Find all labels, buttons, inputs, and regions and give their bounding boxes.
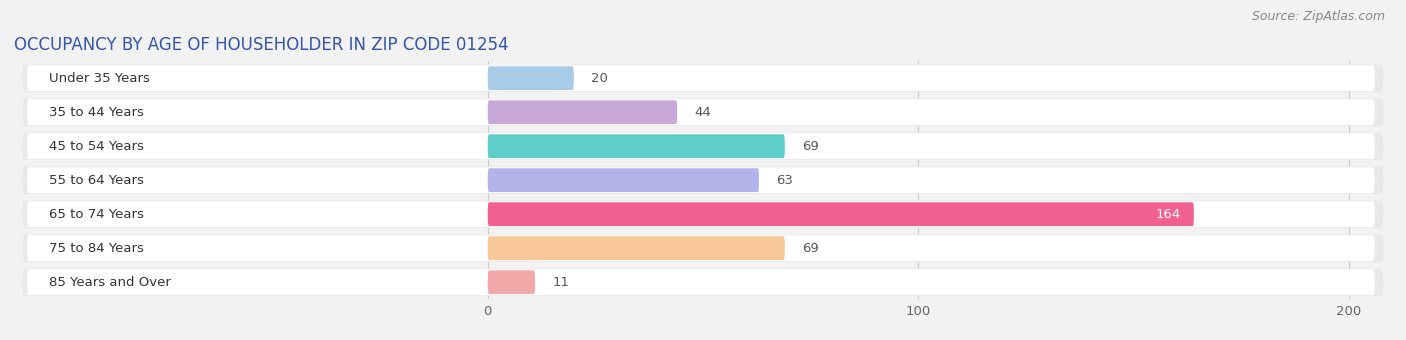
FancyBboxPatch shape: [488, 202, 1194, 226]
Text: Source: ZipAtlas.com: Source: ZipAtlas.com: [1251, 10, 1385, 23]
FancyBboxPatch shape: [22, 167, 1384, 194]
Text: 65 to 74 Years: 65 to 74 Years: [48, 208, 143, 221]
Text: 85 Years and Over: 85 Years and Over: [48, 276, 170, 289]
FancyBboxPatch shape: [488, 134, 785, 158]
FancyBboxPatch shape: [27, 269, 1375, 295]
Text: 69: 69: [801, 242, 818, 255]
FancyBboxPatch shape: [488, 168, 759, 192]
FancyBboxPatch shape: [27, 99, 1375, 125]
Text: 11: 11: [553, 276, 569, 289]
Text: 44: 44: [695, 106, 711, 119]
FancyBboxPatch shape: [27, 133, 1375, 159]
FancyBboxPatch shape: [22, 99, 1384, 126]
Text: 75 to 84 Years: 75 to 84 Years: [48, 242, 143, 255]
FancyBboxPatch shape: [488, 100, 678, 124]
FancyBboxPatch shape: [22, 269, 1384, 296]
Text: 35 to 44 Years: 35 to 44 Years: [48, 106, 143, 119]
FancyBboxPatch shape: [27, 235, 1375, 261]
FancyBboxPatch shape: [27, 201, 1375, 227]
FancyBboxPatch shape: [27, 65, 1375, 91]
FancyBboxPatch shape: [22, 133, 1384, 160]
Text: 45 to 54 Years: 45 to 54 Years: [48, 140, 143, 153]
FancyBboxPatch shape: [488, 236, 785, 260]
FancyBboxPatch shape: [22, 201, 1384, 228]
FancyBboxPatch shape: [22, 65, 1384, 92]
FancyBboxPatch shape: [22, 235, 1384, 262]
FancyBboxPatch shape: [488, 66, 574, 90]
Text: 63: 63: [776, 174, 793, 187]
Text: 55 to 64 Years: 55 to 64 Years: [48, 174, 143, 187]
Text: 164: 164: [1156, 208, 1181, 221]
FancyBboxPatch shape: [27, 167, 1375, 193]
Text: 20: 20: [591, 72, 607, 85]
Text: Under 35 Years: Under 35 Years: [48, 72, 149, 85]
Text: OCCUPANCY BY AGE OF HOUSEHOLDER IN ZIP CODE 01254: OCCUPANCY BY AGE OF HOUSEHOLDER IN ZIP C…: [14, 36, 509, 54]
FancyBboxPatch shape: [488, 270, 536, 294]
Text: 69: 69: [801, 140, 818, 153]
